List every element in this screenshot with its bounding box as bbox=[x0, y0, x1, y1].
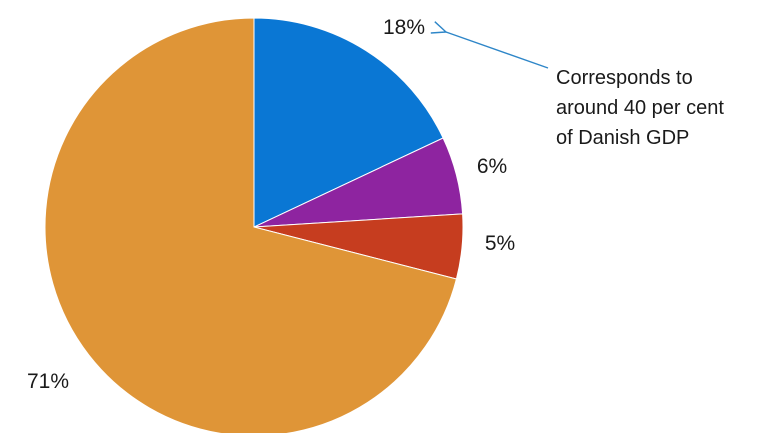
pie-slices bbox=[44, 17, 464, 433]
annotation: Corresponds to around 40 per cent of Dan… bbox=[446, 32, 724, 149]
pie-slice-0 bbox=[253, 17, 444, 228]
slice-label-1: 6% bbox=[477, 155, 507, 178]
slice-label-2: 5% bbox=[485, 232, 515, 255]
annotation-line-3: of Danish GDP bbox=[556, 127, 689, 149]
annotation-line-1: Corresponds to bbox=[556, 67, 693, 89]
slice-label-3: 71% bbox=[27, 370, 69, 393]
slice-label-0: 18% bbox=[383, 16, 425, 39]
pie-slice-labels: 18% 6% 5% 71% bbox=[27, 16, 515, 393]
annotation-line-2: around 40 per cent bbox=[556, 97, 724, 119]
annotation-arrow bbox=[446, 32, 549, 69]
pie-slice-3 bbox=[44, 17, 458, 433]
